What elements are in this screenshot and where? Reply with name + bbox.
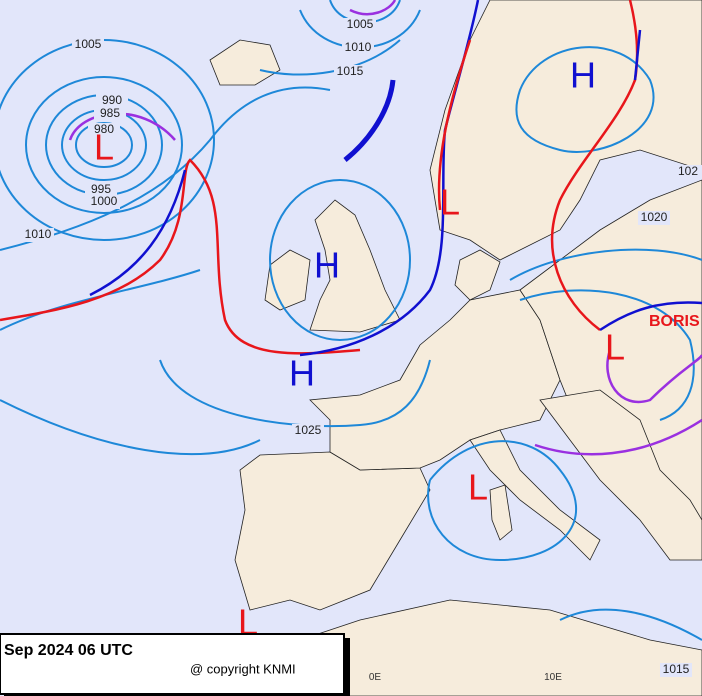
land [209,0,702,696]
isobar-label-bg [660,663,692,677]
isobar-label-bg [94,107,126,121]
isobar-label-bg [22,228,54,242]
pressure-center: L [605,327,625,368]
isobar-label: 1025 [295,423,322,437]
isobar-label: 1015 [663,662,690,676]
isobar-label: 990 [102,93,122,107]
isobar-label-bg [88,123,120,137]
pressure-center: L [468,467,488,508]
isobar-label: 995 [91,182,111,196]
pressure-center: H [289,353,315,394]
footer-box [0,633,345,695]
isobar-label-bg [344,18,376,32]
isobar-label: 980 [94,122,114,136]
isobar-label: 1020 [641,210,668,224]
isobar-label: 1005 [347,17,374,31]
isobar-label-bg [292,424,324,438]
pressure-center: L [94,127,114,168]
isobar-label: 985 [100,106,120,120]
fronts [0,0,702,456]
isobar-label: 1010 [345,40,372,54]
longitude-label: 0E [369,672,382,683]
isobar-label: 1005 [75,37,102,51]
isobar-label-bg [638,211,670,225]
isobar-label-bg [342,41,374,55]
isobars [0,0,702,641]
pressure-center: L [440,182,460,223]
isobar-label-bg [96,94,128,108]
isobar-label-bg [672,165,702,179]
pressure-center: L [238,602,258,643]
isobar-label-bg [72,38,104,52]
isobar-label: 102 [678,164,698,178]
isobar-label: 1000 [91,194,118,208]
isobar-label-bg [85,183,117,197]
footer: Sep 2024 06 UTC @ copyright KNMI [0,633,350,696]
storm-name: BORIS [649,313,700,330]
pressure-center: H [314,245,340,286]
pressure-center: H [570,55,596,96]
isobar-label: 1015 [337,64,364,78]
longitude-label: 10E [544,672,562,683]
isobar-label-bg [88,195,120,209]
isobar-label-bg [334,65,366,79]
copyright: @ copyright KNMI [190,661,296,676]
isobar-label: 1010 [25,227,52,241]
timestamp: Sep 2024 06 UTC [4,642,133,659]
